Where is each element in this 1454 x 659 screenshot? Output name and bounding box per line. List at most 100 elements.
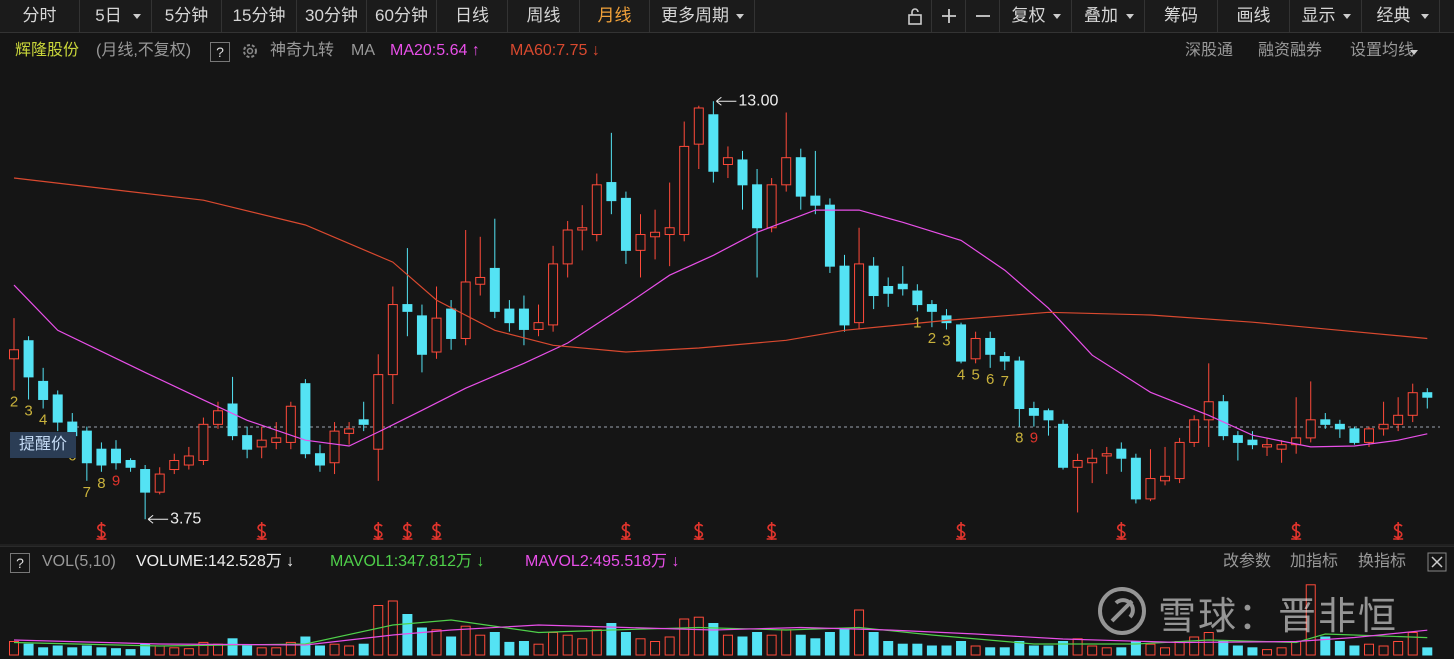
candle-body — [737, 159, 748, 186]
link[interactable]: 深股通 — [1185, 42, 1234, 59]
volume-bar — [824, 632, 835, 656]
candle-body — [620, 197, 631, 251]
toolbar-button[interactable]: 5分钟 — [152, 0, 222, 32]
volume-bar — [810, 638, 821, 656]
candle-body — [1174, 441, 1185, 480]
candle-body — [256, 439, 267, 448]
candle-body — [1218, 401, 1229, 437]
nine-turn-count: 5 — [971, 366, 979, 383]
stock-name[interactable]: 辉隆股份 — [15, 42, 80, 59]
volume-bar — [1378, 645, 1389, 656]
period-info: (月线,不复权) — [96, 42, 192, 59]
volume-bar — [926, 645, 937, 656]
lock-icon[interactable] — [898, 0, 932, 32]
volume-bar — [314, 645, 325, 656]
volume-bar — [387, 600, 398, 656]
volume-bar — [1058, 641, 1069, 656]
gear-icon[interactable] — [241, 42, 259, 60]
help-button[interactable]: ? — [10, 553, 30, 573]
candle-body — [1364, 428, 1375, 443]
candle-body — [1393, 414, 1404, 425]
event-marker — [402, 522, 413, 540]
volume-label: VOLUME:142.528万 ↓ — [136, 553, 295, 570]
volume-bar — [635, 638, 646, 656]
nine-turn-count: 4 — [957, 366, 965, 383]
candle-body — [1305, 419, 1316, 439]
candle-body — [344, 428, 355, 434]
candle-body — [81, 430, 92, 464]
candle-body — [212, 410, 223, 425]
volume-bar — [606, 623, 617, 656]
zoom-in-icon[interactable] — [932, 0, 966, 32]
toolbar-button[interactable]: 60分钟 — [367, 0, 437, 32]
volume-bar — [475, 634, 486, 656]
candle-body — [650, 231, 661, 238]
toolbar-button[interactable]: 分时 — [0, 0, 80, 32]
zoom-out-icon[interactable] — [966, 0, 1000, 32]
candle-body — [1422, 392, 1433, 398]
candle-body — [883, 286, 894, 294]
toolbar-button[interactable]: 叠加 — [1072, 0, 1145, 32]
toolbar-button[interactable]: 画线 — [1218, 0, 1290, 32]
volume-bar — [271, 647, 282, 656]
link[interactable]: 融资融券 — [1258, 42, 1323, 59]
toolbar-button[interactable]: 15分钟 — [222, 0, 297, 32]
candle-body — [1378, 423, 1389, 430]
candle-body — [839, 265, 850, 326]
candle-body — [285, 405, 296, 443]
price-annotation: 13.00 — [738, 92, 778, 109]
volume-bar — [868, 632, 879, 656]
nine-turn-count: 7 — [1001, 373, 1009, 390]
ma-settings[interactable]: 设置均线 — [1350, 36, 1428, 66]
volume-bar — [985, 647, 996, 656]
candle-body — [854, 263, 865, 324]
volume-bar — [591, 629, 602, 656]
toolbar-button[interactable]: 显示 — [1290, 0, 1362, 32]
candle-body — [708, 114, 719, 172]
help-button[interactable]: ? — [210, 42, 230, 62]
mavol2-label: MAVOL2:495.518万 ↓ — [525, 553, 680, 570]
toolbar-button[interactable]: 月线 — [580, 0, 650, 32]
toolbar-button[interactable]: 5日 — [80, 0, 152, 32]
candle-body — [1014, 360, 1025, 410]
candle-body — [1203, 401, 1214, 421]
lock-glyph — [907, 8, 922, 25]
candle-body — [562, 229, 573, 265]
event-marker — [956, 522, 967, 540]
volume-bar — [693, 616, 704, 656]
action[interactable]: 改参数 — [1223, 553, 1272, 570]
alert-price-tag[interactable]: 提醒价 — [10, 432, 76, 458]
mavol1-label: MAVOL1:347.812万 ↓ — [330, 553, 485, 570]
candle-body — [38, 380, 49, 400]
toolbar-button[interactable]: 筹码 — [1145, 0, 1218, 32]
toolbar-button[interactable]: 周线 — [508, 0, 580, 32]
event-marker — [766, 522, 777, 540]
toolbar-button[interactable]: 复权 — [1000, 0, 1072, 32]
action[interactable]: 加指标 — [1290, 553, 1339, 570]
toolbar-button[interactable]: 日线 — [437, 0, 508, 32]
candle-body — [1407, 392, 1418, 416]
candle-body — [897, 283, 908, 290]
toolbar-button[interactable]: 经典 — [1362, 0, 1440, 32]
indicator-name[interactable]: 神奇九转 — [270, 42, 335, 59]
volume-bar — [446, 636, 457, 656]
toolbar-button[interactable]: 30分钟 — [297, 0, 367, 32]
volume-bar — [9, 641, 19, 656]
close-button[interactable] — [1427, 552, 1447, 572]
volume-bar — [431, 629, 442, 656]
volume-bar — [1087, 645, 1098, 656]
candle-body — [752, 184, 763, 229]
candle-body — [1232, 435, 1243, 443]
nine-turn-count: 9 — [1030, 430, 1038, 447]
candle-body — [1291, 437, 1302, 446]
volume-bar — [766, 634, 777, 656]
candle-body — [227, 403, 238, 437]
volume-bar — [518, 641, 529, 656]
action[interactable]: 换指标 — [1358, 553, 1407, 570]
candle-body — [329, 430, 340, 464]
volume-bar — [1043, 645, 1054, 656]
volume-bar — [548, 632, 559, 656]
volume-bar — [125, 649, 136, 656]
volume-bar — [1262, 649, 1273, 656]
toolbar-button[interactable]: 更多周期 — [650, 0, 755, 32]
